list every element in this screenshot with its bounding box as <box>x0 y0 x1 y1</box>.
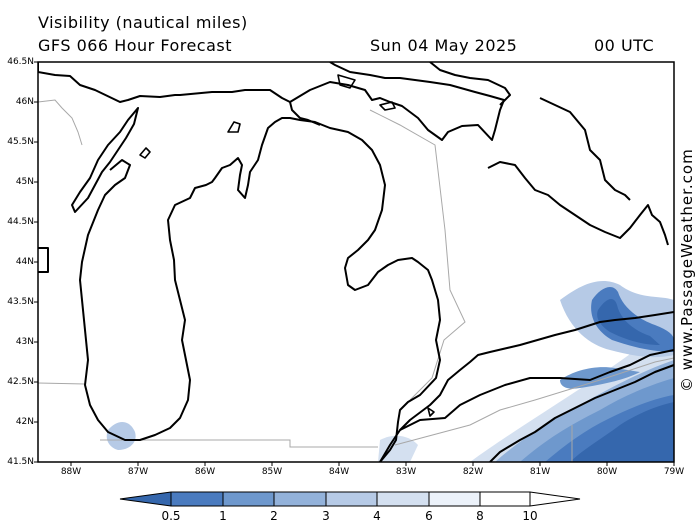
colorbar-label: 8 <box>476 509 484 523</box>
lon-label: 84W <box>328 467 350 477</box>
lon-label: 82W <box>462 467 484 477</box>
colorbar-label: 0.5 <box>161 509 181 523</box>
lon-label: 88W <box>60 467 82 477</box>
lat-label: 44.5N <box>7 217 34 227</box>
lon-label: 85W <box>261 467 283 477</box>
forecast-time: 00 UTC <box>594 36 655 55</box>
lon-label: 81W <box>529 467 551 477</box>
colorbar <box>119 491 581 507</box>
colorbar-label: 10 <box>522 509 538 523</box>
lon-label: 86W <box>194 467 216 477</box>
lat-label: 43N <box>15 337 34 347</box>
colorbar-label: 1 <box>219 509 227 523</box>
colorbar-label: 4 <box>373 509 381 523</box>
lat-label: 42N <box>15 417 34 427</box>
lat-label: 42.5N <box>7 377 34 387</box>
coastlines <box>38 62 674 462</box>
lon-label: 87W <box>127 467 149 477</box>
colorbar-label: 6 <box>425 509 433 523</box>
lat-label: 46N <box>15 97 34 107</box>
lon-label: 79W <box>663 467 685 477</box>
lat-label: 45N <box>15 177 34 187</box>
forecast-date: Sun 04 May 2025 <box>370 36 518 55</box>
credit-watermark: © www.PassageWeather.com <box>678 148 696 392</box>
forecast-label: GFS 066 Hour Forecast <box>38 36 233 55</box>
visibility-shading <box>106 280 674 462</box>
lat-label: 46.5N <box>7 57 34 67</box>
lat-label: 41.5N <box>7 457 34 467</box>
boundaries <box>38 99 674 462</box>
lat-ticks <box>34 61 38 463</box>
lon-label: 83W <box>395 467 417 477</box>
lat-label: 43.5N <box>7 297 34 307</box>
lat-label: 45.5N <box>7 137 34 147</box>
lon-label: 80W <box>596 467 618 477</box>
colorbar-label: 3 <box>322 509 330 523</box>
lat-label: 44N <box>15 257 34 267</box>
map-title: Visibility (nautical miles) <box>38 13 248 32</box>
lon-ticks <box>70 462 675 466</box>
colorbar-label: 2 <box>270 509 278 523</box>
